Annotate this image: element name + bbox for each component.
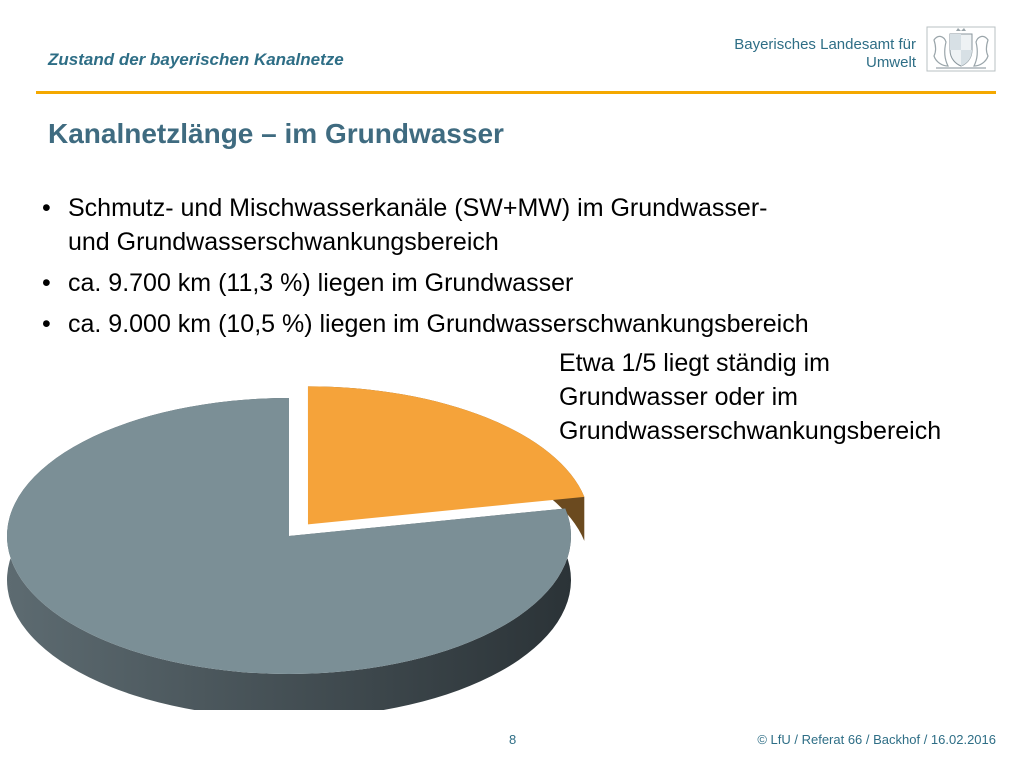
pie-chart: [6, 386, 585, 710]
bullet-text: ca. 9.000 km (10,5 %) liegen im Grundwas…: [68, 310, 809, 338]
bullet-text: Schmutz- und Mischwasserkanäle (SW+MW) i…: [68, 194, 768, 256]
bullet-marker: •: [42, 269, 51, 297]
header-divider: [36, 91, 996, 94]
bullet-text: ca. 9.700 km (11,3 %) liegen im Grundwas…: [68, 269, 574, 297]
slide-title: Kanalnetzlänge – im Grundwasser: [48, 118, 504, 149]
presentation-title: Zustand der bayerischen Kanalnetze: [48, 50, 344, 69]
bullet-list: • Schmutz- und Mischwasserkanäle (SW+MW)…: [42, 191, 809, 348]
bullet-marker: •: [42, 194, 51, 222]
bullet-marker: •: [42, 310, 51, 338]
conclusion-text: Etwa 1/5 liegt ständig im Grundwasser od…: [559, 349, 942, 445]
organization-name-line-1: Bayerisches Landesamt für: [734, 36, 916, 53]
pie-slice: [307, 386, 585, 525]
pie-slice: [6, 398, 571, 674]
coat-of-arms-icon: [926, 26, 996, 72]
bullet-item: • ca. 9.700 km (11,3 %) liegen im Grundw…: [42, 266, 809, 300]
organization-name: Bayerisches Landesamt für Umwelt: [734, 36, 916, 72]
bullet-item: • ca. 9.000 km (10,5 %) liegen im Grundw…: [42, 307, 809, 341]
organization-name-line-2: Umwelt: [865, 54, 916, 71]
bullet-item: • Schmutz- und Mischwasserkanäle (SW+MW)…: [42, 191, 809, 259]
page-number: 8: [509, 732, 517, 747]
footer-credit: © LfU / Referat 66 / Backhof / 16.02.201…: [757, 732, 996, 747]
